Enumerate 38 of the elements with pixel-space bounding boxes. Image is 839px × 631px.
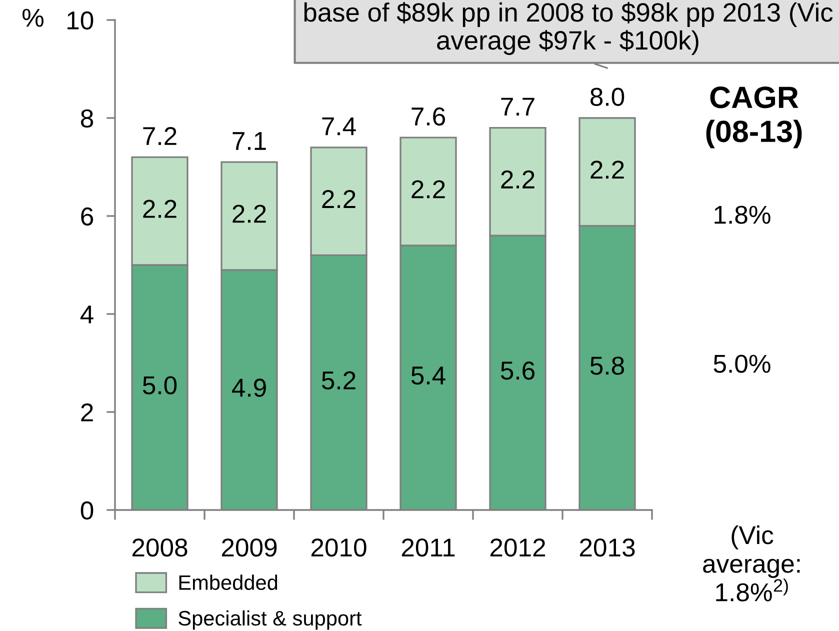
data-label: 2.2	[412, 180, 445, 198]
data-label: 2.2	[232, 204, 266, 223]
data-label: 5.2	[322, 371, 356, 390]
y-tick-label: 10	[68, 11, 94, 30]
total-label: 8.0	[590, 88, 624, 106]
y-tick-label: 2	[81, 403, 93, 422]
total-label: 7.6	[412, 107, 445, 126]
legend-label: Specialist & support	[178, 610, 362, 630]
y-tick-label: 4	[80, 306, 94, 324]
text: (Vic average: 1.8%$^{2)}$	[703, 525, 800, 602]
text: 5.0%	[714, 354, 770, 373]
y-axis-title: %	[22, 8, 44, 27]
text: CAGR (08-13)	[706, 86, 802, 148]
y-tick-label: 0	[80, 501, 94, 520]
y-tick-label: 8	[80, 109, 94, 128]
data-label: 2.2	[322, 190, 356, 208]
data-label: 5.0	[142, 376, 177, 394]
legend-label: Embedded	[179, 574, 278, 590]
data-label: 2.2	[501, 170, 534, 188]
total-label: 7.7	[501, 98, 534, 116]
x-tick-label: 2009	[222, 538, 277, 557]
x-tick-label: 2011	[402, 538, 455, 557]
total-label: 7.4	[322, 117, 356, 136]
data-label: 4.9	[232, 378, 266, 397]
y-tick-label: 6	[81, 207, 94, 226]
data-label: 5.4	[411, 366, 446, 385]
data-label: 2.2	[590, 160, 624, 179]
x-tick-label: 2013	[580, 538, 635, 557]
data-label: 5.6	[500, 362, 534, 380]
x-tick-label: 2008	[132, 538, 188, 557]
annotation: base of $89k pp in 2008 to $98k pp 2013 (Vic average $97k - $100k)	[304, 2, 833, 55]
total-label: 7.1	[232, 132, 266, 150]
data-label: 2.2	[143, 200, 176, 218]
total-label: 7.2	[143, 126, 176, 145]
x-tick-label: 2010	[311, 538, 366, 557]
x-tick-label: 2012	[490, 538, 546, 557]
text: 1.8%	[714, 206, 770, 224]
data-label: 5.8	[590, 356, 624, 375]
